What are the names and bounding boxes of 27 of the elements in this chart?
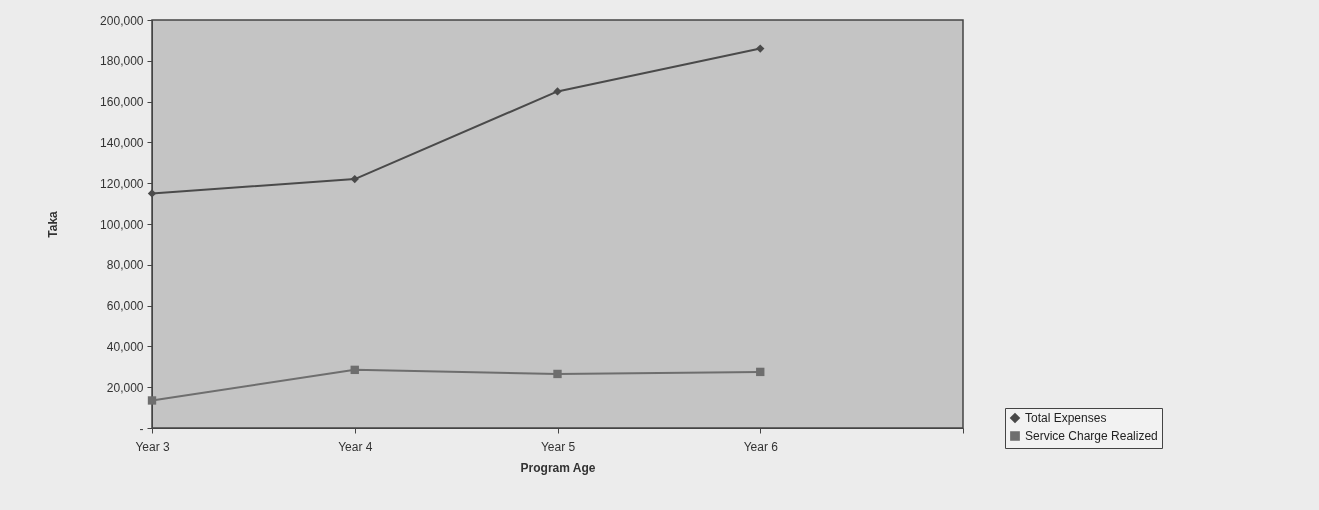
- point: [756, 367, 765, 377]
- y-axis-title: Taka: [46, 210, 61, 238]
- y-tick-label: 100,000: [100, 217, 144, 232]
- y-tick-label: 40,000: [106, 339, 144, 354]
- x-tick-label: Year 3: [135, 439, 170, 454]
- y-tick-label: 20,000: [106, 380, 144, 395]
- legend-label: Total Expenses: [1025, 411, 1107, 425]
- y-tick-label: 120,000: [100, 176, 144, 191]
- point: [147, 396, 157, 405]
- point: [756, 44, 765, 53]
- point: [350, 174, 359, 184]
- y-tick-label: 160,000: [100, 95, 144, 110]
- y-tick-label: 140,000: [100, 135, 144, 150]
- legend-label: Service Charge Realized: [1025, 429, 1158, 443]
- y-tick-label: -: [139, 421, 144, 436]
- point: [553, 87, 562, 96]
- y-tick-label: 200,000: [100, 13, 144, 28]
- point: [350, 365, 359, 375]
- point: [553, 369, 562, 379]
- x-tick-label: Year 5: [540, 439, 576, 454]
- x-tick-label: Year 4: [338, 439, 373, 454]
- y-tick-label: 80,000: [106, 258, 144, 273]
- x-tick-label: Year 6: [743, 439, 779, 454]
- point: [147, 189, 157, 198]
- y-tick-label: 60,000: [106, 299, 144, 314]
- y-tick-label: 180,000: [100, 54, 144, 69]
- x-axis-title: Program Age: [520, 460, 596, 475]
